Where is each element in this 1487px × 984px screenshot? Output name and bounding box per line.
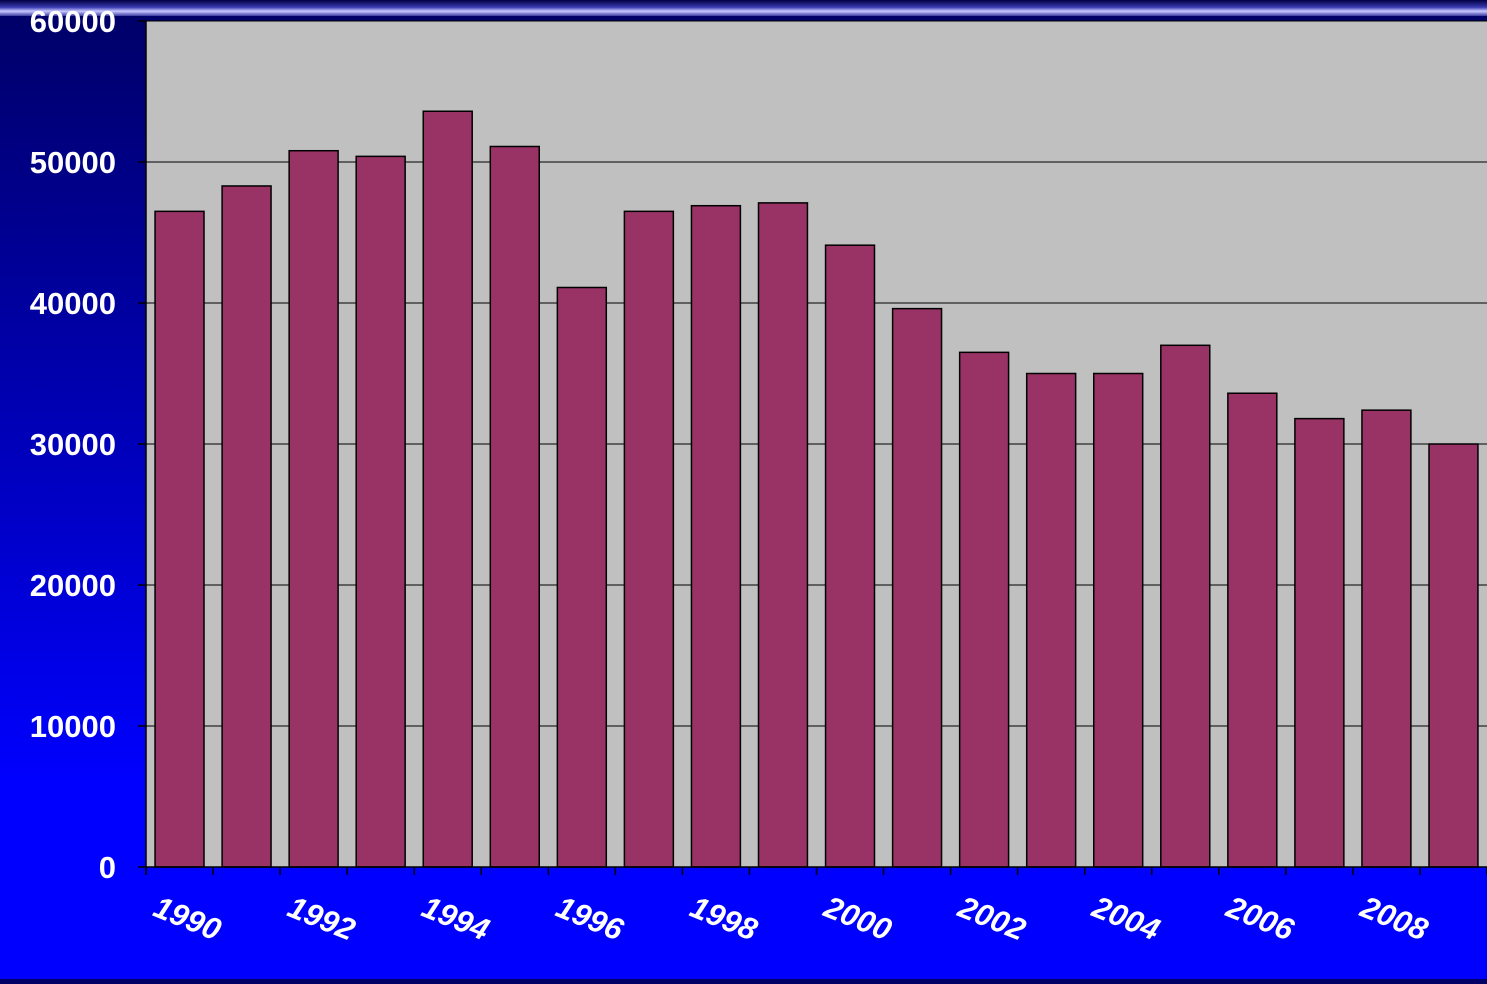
bar-2002 [958,351,1010,868]
y-tick-label: 30000 [30,427,116,462]
x-tick-label: 1990 [149,889,226,947]
bar-1993 [355,155,406,868]
x-tick-label: 1992 [283,889,360,947]
bar-2007 [1294,417,1345,868]
y-tick-label: 60000 [30,4,116,39]
bar-1990 [154,210,205,868]
bar-2009 [1428,443,1479,868]
y-tick-label: 50000 [30,145,116,180]
bar-2005 [1160,344,1211,868]
bar-1995 [489,145,540,868]
x-tick-label: 2006 [1221,889,1300,948]
y-tick-label: 0 [99,850,116,885]
x-tick-label: 2002 [953,889,1031,948]
bar-1994 [422,110,473,868]
x-tick-label: 1996 [551,889,629,948]
bar-1997 [623,210,675,868]
x-tick-label: 2008 [1355,889,1434,948]
x-tick-label: 1994 [417,889,494,947]
bar-2006 [1227,392,1278,868]
x-tick-label: 1998 [685,889,763,948]
bar-1996 [556,286,608,868]
axes [138,20,1487,875]
x-tick-label: 2004 [1087,889,1165,948]
bar-1991 [221,185,272,868]
x-tick-labels: 1990 1992 1994 1996 1998 2000 2002 2004 2006 2008 [149,889,1434,948]
y-tick-label: 20000 [30,568,116,603]
bar-2001 [891,307,943,868]
bar-2008 [1361,409,1412,868]
bars [154,110,1479,868]
x-tick-label: 2000 [819,889,897,948]
bar-2003 [1025,372,1077,868]
y-tick-label: 40000 [30,286,116,321]
bar-1992 [288,149,339,868]
bar-2000 [824,244,876,868]
y-tick-labels: 0 10000 20000 30000 40000 50000 60000 [30,4,116,885]
bar-1999 [757,202,809,868]
header-stripe [0,0,1487,16]
bar-2004 [1093,372,1144,868]
bar-1998 [690,204,742,868]
y-tick-label: 10000 [30,709,116,744]
